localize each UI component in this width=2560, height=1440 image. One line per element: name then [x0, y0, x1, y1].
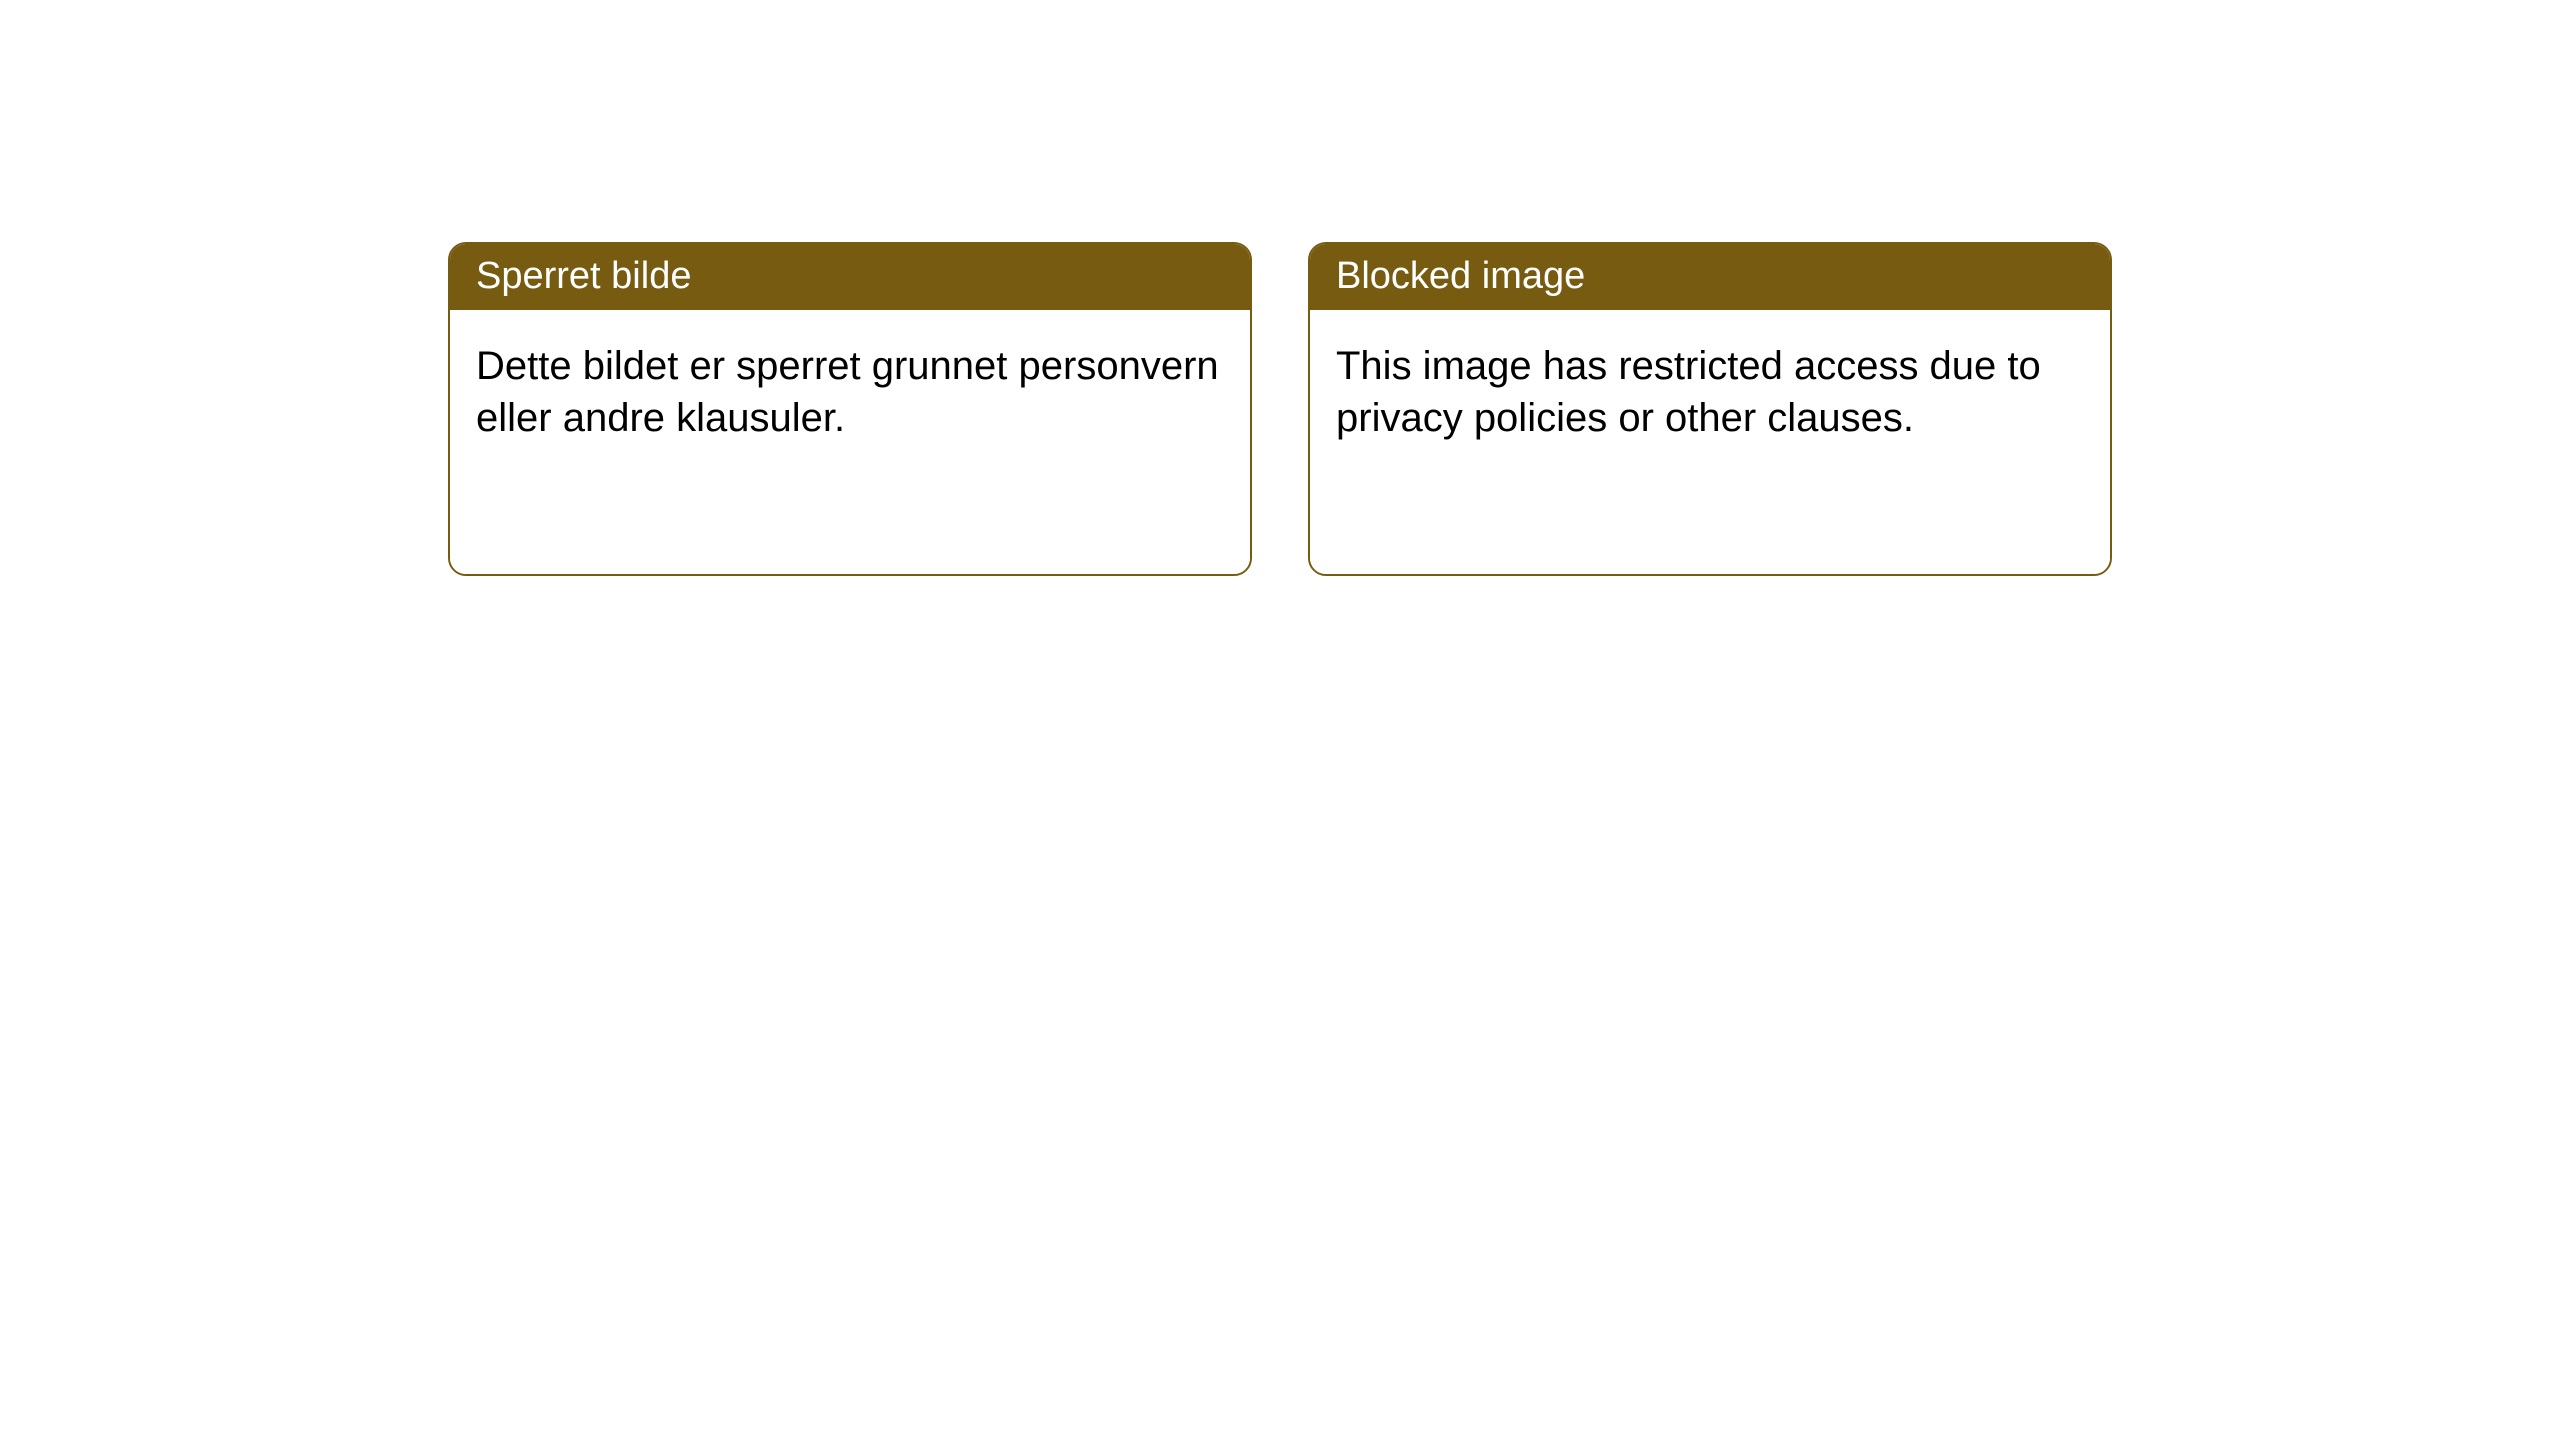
notice-card-no: Sperret bilde Dette bildet er sperret gr… — [448, 242, 1252, 576]
card-body: This image has restricted access due to … — [1310, 310, 2110, 574]
notice-container: Sperret bilde Dette bildet er sperret gr… — [0, 0, 2560, 576]
card-header: Blocked image — [1310, 244, 2110, 310]
notice-card-en: Blocked image This image has restricted … — [1308, 242, 2112, 576]
card-header: Sperret bilde — [450, 244, 1250, 310]
card-body: Dette bildet er sperret grunnet personve… — [450, 310, 1250, 574]
